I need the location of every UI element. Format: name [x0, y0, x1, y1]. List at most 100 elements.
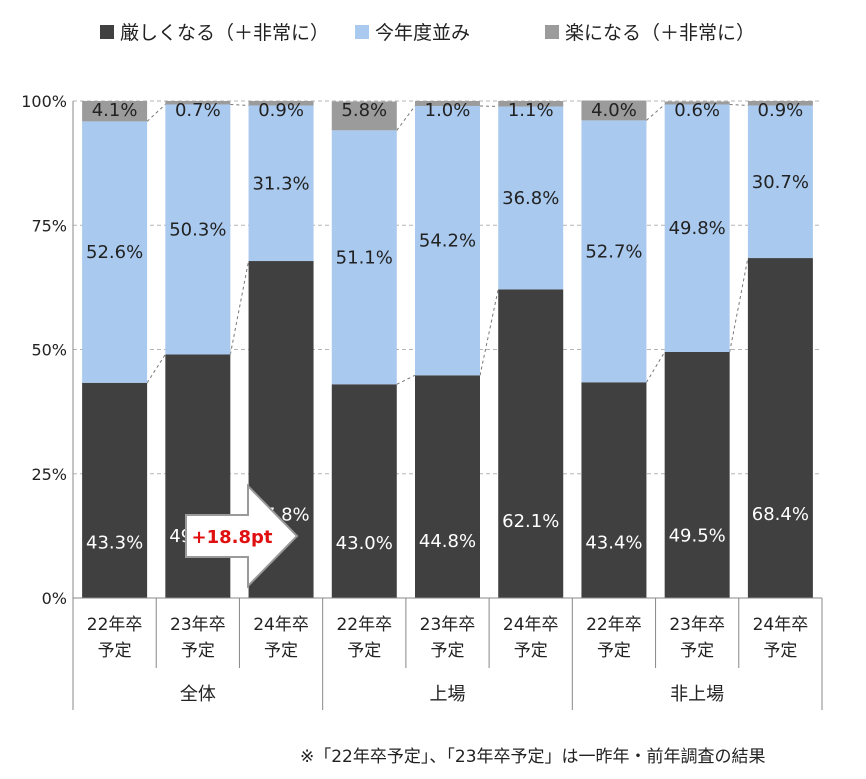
bar-segment — [331, 101, 397, 131]
group-label: 全体 — [180, 684, 216, 705]
data-label: 44.8% — [419, 531, 476, 552]
data-label: 52.6% — [86, 242, 143, 263]
connector-line — [479, 289, 499, 376]
annotation-arrow — [185, 483, 299, 589]
connector-line — [230, 103, 249, 106]
legend-label: 厳しくなる（＋非常に） — [120, 22, 330, 44]
data-label: 0.9% — [758, 100, 804, 121]
x-tick-label: 予定 — [514, 641, 548, 661]
bar-segment — [664, 351, 730, 598]
data-label: 43.0% — [336, 533, 393, 554]
data-label: 50.3% — [169, 219, 226, 240]
bar-segment — [747, 101, 813, 106]
connector-line — [146, 354, 166, 384]
data-label: 36.8% — [502, 188, 559, 209]
data-label: 52.7% — [585, 241, 642, 262]
data-label: 4.0% — [591, 100, 637, 121]
bar-segment — [331, 130, 397, 385]
bar-segment — [581, 120, 647, 383]
x-tick-label: 24年卒 — [503, 615, 559, 635]
connector-line — [646, 351, 666, 383]
legend-item-harder: 厳しくなる（＋非常に） — [100, 18, 329, 45]
bar-segment — [498, 289, 564, 598]
data-label: 0.9% — [258, 100, 304, 121]
bar-segment — [165, 354, 231, 598]
legend: 厳しくなる（＋非常に） 今年度並み 楽になる（＋非常に） — [0, 18, 866, 48]
data-label: 30.7% — [752, 172, 809, 193]
y-tick-label: 50% — [31, 341, 67, 360]
bar-segment — [248, 105, 314, 262]
legend-item-easier: 楽になる（＋非常に） — [545, 18, 755, 45]
x-tick-label: 23年卒 — [170, 615, 226, 635]
y-tick-label: 25% — [31, 465, 67, 484]
annotation-label: +18.8pt — [192, 527, 273, 548]
connector-line — [396, 374, 416, 385]
y-tick-label: 100% — [21, 92, 67, 111]
connector-line — [646, 104, 665, 121]
data-label: 51.1% — [336, 247, 393, 268]
bar-segment — [82, 121, 148, 383]
data-label: 49.5% — [669, 525, 726, 546]
x-tick-label: 予定 — [181, 641, 215, 661]
data-label: 1.1% — [508, 100, 554, 121]
bar-segment — [581, 100, 647, 121]
legend-swatch — [355, 24, 369, 39]
data-label: 43.3% — [86, 533, 143, 554]
bar-segment — [747, 105, 813, 259]
group-label: 非上場 — [670, 684, 724, 705]
bar-segment — [664, 104, 730, 352]
legend-swatch — [545, 24, 559, 39]
bar-segment — [331, 384, 397, 598]
bar-segment — [415, 375, 480, 598]
data-label: 43.4% — [585, 532, 642, 553]
x-tick-label: 24年卒 — [753, 615, 809, 635]
data-label: 0.6% — [674, 100, 720, 121]
data-label: 1.0% — [425, 100, 471, 121]
bar-segment — [165, 104, 231, 355]
bar-segment — [415, 101, 480, 106]
x-tick-label: 23年卒 — [420, 615, 476, 635]
data-label: 49.8% — [669, 218, 726, 239]
connector-line — [729, 257, 749, 353]
bar-segment — [498, 101, 564, 107]
legend-item-same: 今年度並み — [355, 18, 470, 45]
bar-segment — [82, 382, 148, 598]
data-label: 62.1% — [502, 511, 559, 532]
x-tick-label: 予定 — [680, 641, 714, 661]
x-tick-label: 予定 — [98, 641, 132, 661]
data-label: 4.1% — [92, 100, 138, 121]
x-tick-label: 予定 — [347, 641, 381, 661]
y-tick-label: 75% — [31, 216, 67, 235]
x-tick-label: 23年卒 — [669, 615, 725, 635]
x-tick-label: 予定 — [597, 641, 631, 661]
data-label: 31.3% — [252, 173, 309, 194]
x-tick-label: 予定 — [763, 641, 797, 661]
legend-swatch — [100, 24, 114, 39]
data-label: 0.7% — [175, 100, 221, 121]
bar-segment — [664, 101, 730, 105]
data-label: 54.2% — [419, 231, 476, 252]
legend-label: 楽になる（＋非常に） — [565, 22, 756, 44]
footnote: ※「22年卒予定」、「23年卒予定」は一昨年・前年調査の結果 — [300, 747, 766, 767]
bar-segment — [498, 106, 564, 290]
bar-segment — [82, 101, 148, 122]
bar-segment — [747, 258, 813, 598]
x-tick-label: 予定 — [264, 641, 298, 661]
group-label: 上場 — [430, 684, 466, 705]
y-tick-label: 0% — [42, 589, 67, 608]
x-tick-label: 22年卒 — [586, 615, 642, 635]
connector-line — [396, 105, 416, 131]
x-tick-label: 24年卒 — [253, 615, 309, 635]
bar-segment — [581, 382, 647, 598]
connector-line — [146, 104, 166, 122]
bar-segment — [415, 105, 480, 376]
connector-line — [729, 103, 748, 106]
bar-segment — [248, 101, 314, 106]
x-tick-label: 予定 — [431, 641, 465, 661]
legend-label: 今年度並み — [375, 22, 471, 44]
data-label: 5.8% — [341, 100, 387, 121]
bar-segment — [165, 101, 231, 105]
x-tick-label: 22年卒 — [336, 615, 392, 635]
x-tick-label: 22年卒 — [87, 615, 143, 635]
